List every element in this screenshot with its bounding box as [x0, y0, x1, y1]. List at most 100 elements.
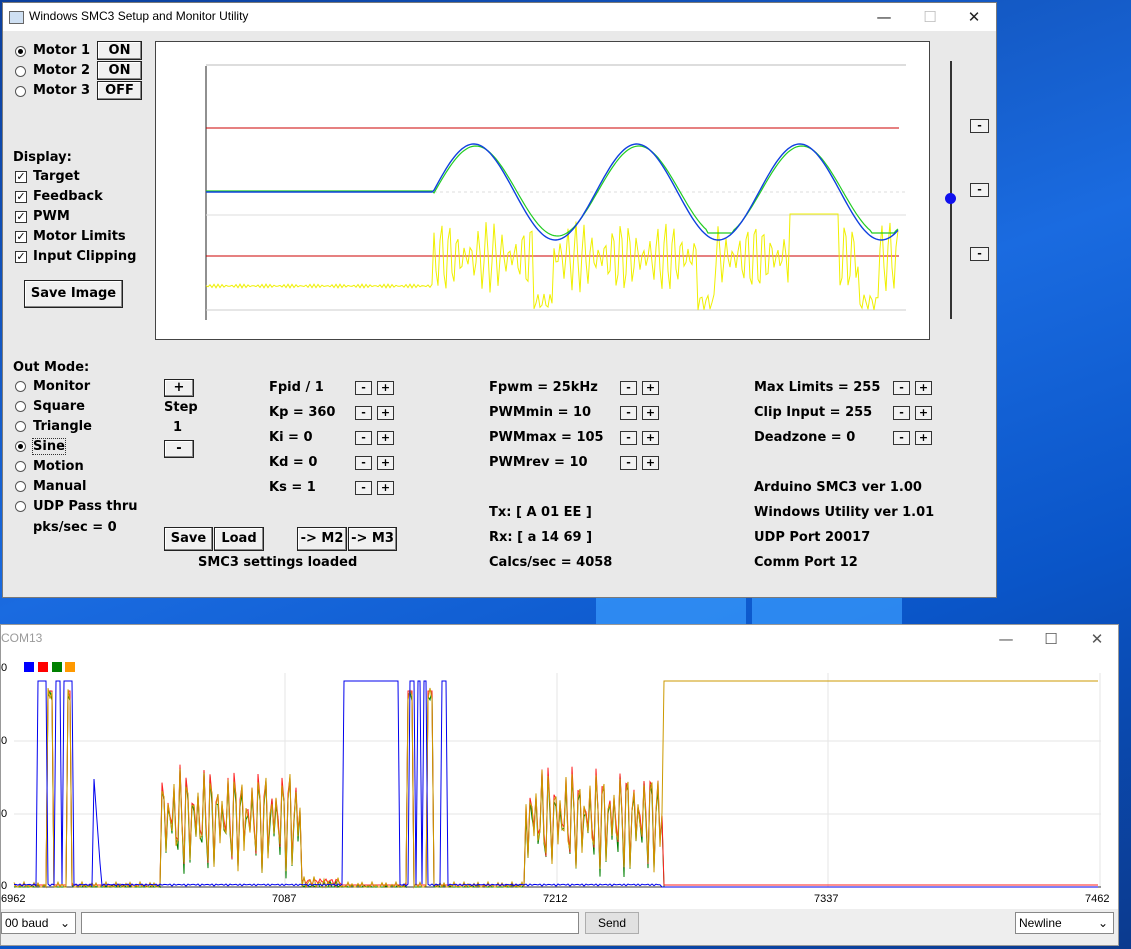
ks-readout: Ks = 1 [269, 480, 316, 495]
ki-plus-button[interactable]: + [377, 431, 394, 445]
udp-port: UDP Port 20017 [754, 530, 871, 545]
send-input[interactable] [81, 912, 579, 934]
clip-input-minus-button[interactable]: - [893, 406, 910, 420]
save-image-button[interactable]: Save Image [24, 280, 123, 308]
fpwm-minus-button[interactable]: - [620, 381, 637, 395]
clip-input-plus-button[interactable]: + [915, 406, 932, 420]
save-button[interactable]: Save [164, 527, 213, 551]
x-tick: 7462 [1085, 893, 1110, 905]
max-limits-plus-button[interactable]: + [915, 381, 932, 395]
kp-plus-button[interactable]: + [377, 406, 394, 420]
mode-manual-radio[interactable] [15, 481, 26, 492]
send-button[interactable]: Send [585, 912, 639, 934]
baud-value: 00 baud [5, 916, 49, 930]
kd-readout: Kd = 0 [269, 455, 318, 470]
ks-minus-button[interactable]: - [355, 481, 372, 495]
copy-to-m3-button[interactable]: -> M3 [348, 527, 397, 551]
minimize-button[interactable]: — [876, 8, 892, 26]
mode-udp-radio[interactable] [15, 501, 26, 512]
copy-to-m2-button[interactable]: -> M2 [297, 527, 347, 551]
legend-blue-icon [24, 662, 34, 672]
series-green-trace [13, 689, 1098, 889]
pks-sec-readout: pks/sec = 0 [33, 520, 117, 535]
maximize-button[interactable]: ☐ [923, 8, 937, 26]
mode-sine-radio[interactable] [15, 441, 26, 452]
pwmmin-minus-button[interactable]: - [620, 406, 637, 420]
motor-1-toggle-button[interactable]: ON [97, 41, 142, 60]
series-blue-trace [13, 680, 1098, 888]
motor-1-radio[interactable] [15, 46, 26, 57]
pwmmin-plus-button[interactable]: + [642, 406, 659, 420]
scale-bottom-button[interactable]: - [970, 247, 989, 261]
series-orange-trace [13, 680, 1098, 889]
deadzone-minus-button[interactable]: - [893, 431, 910, 445]
mode-udp-label: UDP Pass thru [33, 499, 138, 514]
serial-plotter-window: COM13 — ☐ ✕ 0 0 0 0 6962 7087 7212 7337 … [0, 624, 1119, 946]
fpwm-readout: Fpwm = 25kHz [489, 380, 598, 395]
y-tick: 0 [1, 735, 8, 747]
fpid-plus-button[interactable]: + [377, 381, 394, 395]
ki-readout: Ki = 0 [269, 430, 313, 445]
plotter-close-button[interactable]: ✕ [1090, 630, 1104, 648]
close-button[interactable]: ✕ [967, 8, 981, 26]
rx-readout: Rx: [ a 14 69 ] [489, 530, 593, 545]
motor-3-radio[interactable] [15, 86, 26, 97]
fpwm-plus-button[interactable]: + [642, 381, 659, 395]
pwmmax-minus-button[interactable]: - [620, 431, 637, 445]
pwmrev-plus-button[interactable]: + [642, 456, 659, 470]
load-button[interactable]: Load [214, 527, 264, 551]
legend-orange-icon [65, 662, 75, 672]
arduino-version: Arduino SMC3 ver 1.00 [754, 480, 922, 495]
ks-plus-button[interactable]: + [377, 481, 394, 495]
y-tick: 0 [1, 808, 8, 820]
kd-plus-button[interactable]: + [377, 456, 394, 470]
client-area: Motor 1 ON Motor 2 ON Motor 3 OFF Displa… [3, 31, 996, 597]
mode-triangle-label: Triangle [33, 419, 92, 434]
legend-green-icon [52, 662, 62, 672]
motor-2-radio[interactable] [15, 66, 26, 77]
input-clipping-checkbox[interactable]: ✓ [15, 250, 27, 263]
pwmrev-minus-button[interactable]: - [620, 456, 637, 470]
ki-minus-button[interactable]: - [355, 431, 372, 445]
kd-minus-button[interactable]: - [355, 456, 372, 470]
plotter-maximize-button[interactable]: ☐ [1044, 630, 1058, 648]
fpid-minus-button[interactable]: - [355, 381, 372, 395]
plotter-toolbar: 00 baud ⌄ Send Newline ⌄ [1, 909, 1118, 945]
mode-motion-label: Motion [33, 459, 84, 474]
position-slider-thumb[interactable] [945, 193, 956, 204]
step-minus-button[interactable]: - [164, 440, 194, 458]
desktop-light-beam [596, 598, 746, 624]
target-checkbox[interactable]: ✓ [15, 170, 27, 183]
motor-limits-checkbox[interactable]: ✓ [15, 230, 27, 243]
line-ending-select[interactable]: Newline ⌄ [1015, 912, 1114, 934]
windows-version: Windows Utility ver 1.01 [754, 505, 935, 520]
mode-triangle-radio[interactable] [15, 421, 26, 432]
step-plus-button[interactable]: + [164, 379, 194, 397]
deadzone-plus-button[interactable]: + [915, 431, 932, 445]
clip-input-readout: Clip Input = 255 [754, 405, 873, 420]
y-tick-top: 0 [1, 662, 8, 674]
chevron-down-icon: ⌄ [1097, 916, 1108, 930]
motor-3-toggle-button[interactable]: OFF [97, 81, 142, 100]
mode-square-radio[interactable] [15, 401, 26, 412]
scale-middle-button[interactable]: - [970, 183, 989, 197]
mode-manual-label: Manual [33, 479, 87, 494]
kp-minus-button[interactable]: - [355, 406, 372, 420]
pwmmax-plus-button[interactable]: + [642, 431, 659, 445]
motor-2-label: Motor 2 [33, 63, 90, 78]
mode-monitor-label: Monitor [33, 379, 91, 394]
baud-select[interactable]: 00 baud ⌄ [1, 912, 76, 934]
scale-top-button[interactable]: - [970, 119, 989, 133]
mode-motion-radio[interactable] [15, 461, 26, 472]
motor-2-toggle-button[interactable]: ON [97, 61, 142, 80]
position-slider-track[interactable] [950, 61, 952, 319]
kp-readout: Kp = 360 [269, 405, 336, 420]
x-tick: 7087 [272, 893, 297, 905]
calcs-readout: Calcs/sec = 4058 [489, 555, 613, 570]
monitor-plot [155, 41, 930, 340]
max-limits-minus-button[interactable]: - [893, 381, 910, 395]
pwm-checkbox[interactable]: ✓ [15, 210, 27, 223]
mode-monitor-radio[interactable] [15, 381, 26, 392]
plotter-minimize-button[interactable]: — [998, 630, 1014, 648]
feedback-checkbox[interactable]: ✓ [15, 190, 27, 203]
